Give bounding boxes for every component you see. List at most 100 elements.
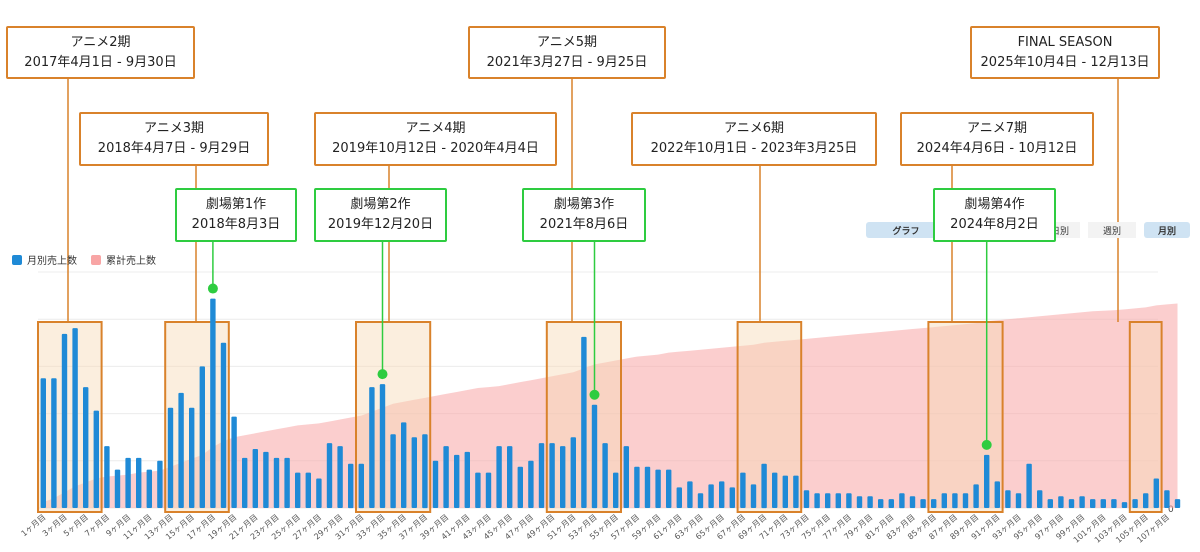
monthly-bar	[1068, 499, 1075, 508]
monthly-bar	[920, 499, 926, 508]
monthly-bar	[485, 472, 492, 508]
monthly-bar	[157, 460, 163, 508]
monthly-bar	[1143, 493, 1149, 509]
highlight-range-anime2	[37, 321, 103, 513]
movie4-callout: 劇場第4作 2024年8月2日	[933, 188, 1056, 242]
legend-label-cumulative: 累計売上数	[106, 256, 156, 267]
monthly-bar	[655, 469, 661, 508]
monthly-bar	[422, 434, 428, 509]
marker-dot-movie3	[589, 389, 600, 400]
monthly-bar	[316, 478, 322, 508]
monthly-bar	[1132, 499, 1138, 508]
anime3-date: 2018年4月7日 - 9月29日	[97, 141, 251, 156]
movie3-callout: 劇場第3作 2021年8月6日	[522, 188, 646, 242]
monthly-bar	[909, 496, 916, 508]
monthly-bar	[1079, 496, 1085, 508]
graph-toggle-button[interactable]: グラフ	[866, 222, 946, 238]
monthly-bar	[263, 451, 269, 508]
movie4-title: 劇場第4作	[964, 197, 1025, 212]
monthly-bar	[210, 298, 216, 508]
marker-dot-movie1	[207, 283, 218, 294]
monthly-bar	[189, 407, 195, 508]
monthly-bar	[358, 463, 364, 509]
monthly-bar	[242, 457, 248, 508]
monthly-bar	[348, 463, 354, 509]
final-season-callout: FINAL SEASON 2025年10月4日 - 12月13日	[970, 26, 1160, 79]
highlight-range-anime6	[736, 321, 803, 513]
monthly-bar	[772, 472, 778, 508]
monthly-bar	[496, 446, 502, 508]
anime6-date: 2022年10月1日 - 2023年3月25日	[650, 141, 858, 156]
monthly-bar	[814, 493, 820, 509]
monthly-bar	[1015, 493, 1022, 509]
monthly-bar	[676, 487, 682, 508]
legend-item-monthly[interactable]: 月別売上数	[12, 252, 77, 267]
monthly-bar	[1164, 490, 1170, 508]
monthly-bar	[846, 493, 852, 509]
monthly-bar	[464, 451, 470, 508]
monthly-bar	[666, 469, 672, 508]
monthly-bar	[697, 493, 704, 509]
monthly-bar	[136, 457, 142, 508]
anime2-callout: アニメ2期 2017年4月1日 - 9月30日	[6, 26, 195, 79]
monthly-bar	[1121, 502, 1128, 508]
anime3-callout: アニメ3期 2018年4月7日 - 9月29日	[79, 112, 269, 166]
monthly-bar	[581, 336, 587, 508]
weekly-label: 週別	[1102, 226, 1121, 237]
monthly-bar	[390, 434, 396, 509]
monthly-bar	[401, 422, 407, 508]
monthly-bar	[83, 387, 89, 508]
monthly-bar	[411, 437, 417, 508]
monthly-bar	[305, 472, 311, 508]
anime4-callout: アニメ4期 2019年10月12日 - 2020年4月4日	[314, 112, 557, 166]
monthly-bar	[803, 490, 810, 508]
monthly-bar	[994, 481, 1000, 508]
anime7-title: アニメ7期	[966, 121, 1027, 136]
weekly-button[interactable]: 週別	[1088, 222, 1136, 238]
monthly-bar	[167, 407, 174, 508]
y-axis-zero-label: 0	[1168, 505, 1174, 515]
monthly-bar	[379, 384, 386, 508]
final-season-title: FINAL SEASON	[1017, 34, 1113, 50]
anime5-date: 2021年3月27日 - 9月25日	[486, 54, 648, 70]
monthly-bar	[40, 378, 46, 508]
monthly-bar	[337, 446, 343, 508]
highlight-range-anime3	[164, 321, 230, 513]
monthly-bar	[125, 457, 131, 508]
anime6-title: アニメ6期	[723, 121, 784, 136]
movie2-callout: 劇場第2作 2019年12月20日	[314, 188, 447, 242]
monthly-bar	[687, 481, 693, 508]
anime6-callout: アニメ6期 2022年10月1日 - 2023年3月25日	[631, 112, 877, 166]
monthly-bar	[252, 449, 258, 508]
monthly-bar	[740, 472, 746, 508]
movie3-title: 劇場第3作	[553, 197, 615, 212]
legend-item-cumulative[interactable]: 累計売上数	[91, 252, 156, 267]
monthly-bar	[560, 446, 566, 508]
monthly-button[interactable]: 月別	[1144, 222, 1190, 238]
monthly-bar	[231, 416, 237, 508]
monthly-bar	[295, 472, 301, 508]
monthly-bar	[1058, 496, 1064, 508]
monthly-bar	[1153, 478, 1159, 508]
monthly-bar	[719, 481, 725, 508]
monthly-bar	[146, 469, 152, 508]
movie1-callout: 劇場第1作 2018年8月3日	[175, 188, 297, 242]
monthly-label: 月別	[1157, 226, 1176, 237]
monthly-bar	[1090, 499, 1096, 508]
monthly-bar	[114, 469, 121, 508]
monthly-bar	[888, 499, 894, 508]
movie1-date: 2018年8月3日	[191, 217, 281, 232]
monthly-bar	[761, 463, 767, 509]
monthly-bar	[1100, 499, 1106, 508]
monthly-bar	[952, 493, 958, 509]
monthly-bar	[507, 446, 513, 508]
movie2-title: 劇場第2作	[350, 197, 411, 212]
monthly-bar	[51, 378, 57, 508]
monthly-bar	[104, 446, 110, 508]
monthly-bar	[825, 493, 831, 509]
monthly-bar	[72, 328, 78, 508]
movie4-date: 2024年8月2日	[950, 217, 1039, 232]
monthly-bar	[1026, 463, 1032, 509]
monthly-bar	[538, 443, 545, 508]
chart-legend: 月別売上数 累計売上数	[12, 252, 156, 267]
